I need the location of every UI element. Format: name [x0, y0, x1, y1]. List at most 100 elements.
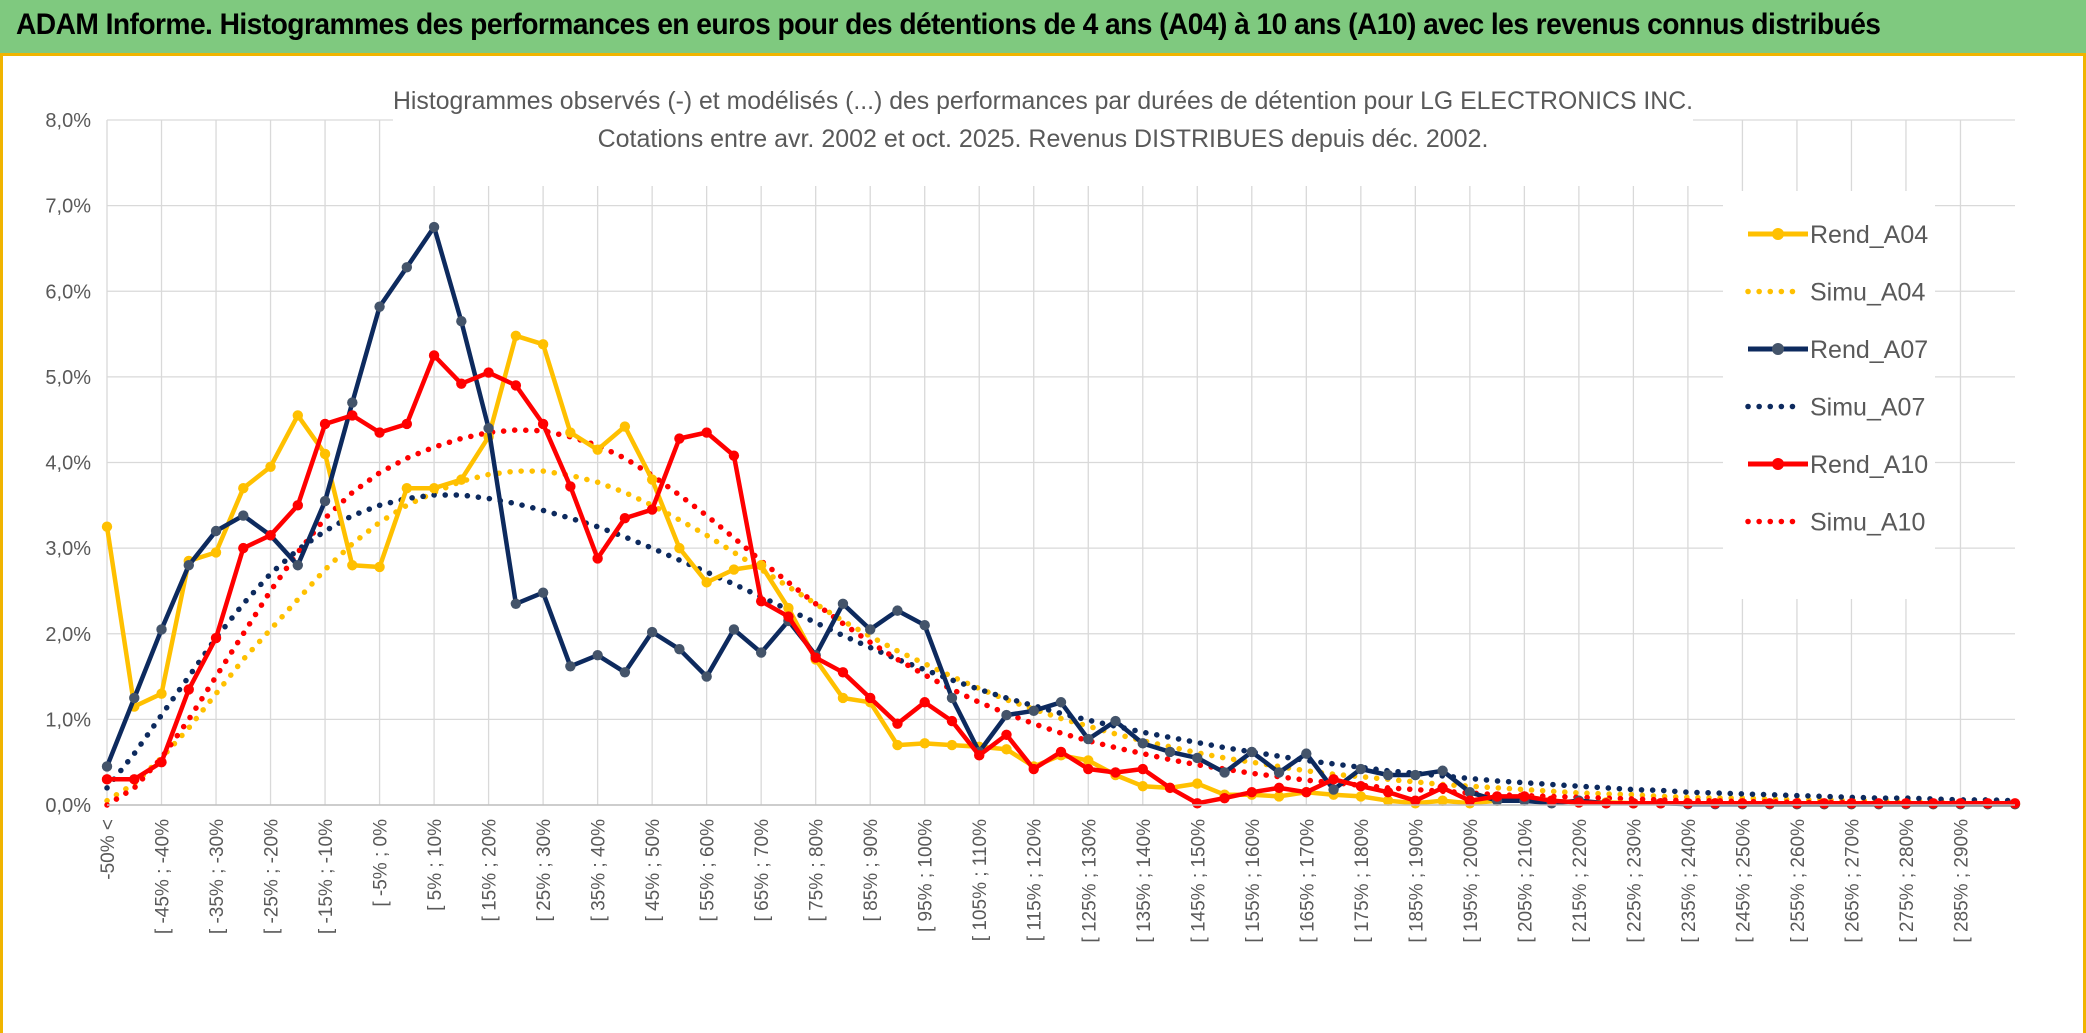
data-point — [1464, 795, 1476, 806]
x-tick-label: [ 185% ; 190% — [1406, 819, 1427, 943]
data-point — [238, 482, 249, 494]
data-point — [292, 500, 303, 511]
data-point — [1273, 767, 1285, 778]
data-point — [728, 564, 740, 575]
data-point — [1192, 778, 1203, 789]
data-point — [1001, 709, 1012, 721]
data-point — [646, 504, 658, 515]
x-tick-label: [ 215% ; 220% — [1570, 819, 1591, 943]
x-tick-label: [ -25% ; -20% — [262, 819, 283, 934]
y-tick-label: 7,0% — [45, 196, 91, 218]
data-point — [728, 450, 740, 461]
data-point — [319, 448, 331, 460]
x-tick-label: [ 15% ; 20% — [480, 819, 501, 922]
y-tick-label: 0,0% — [45, 795, 91, 817]
data-point — [101, 761, 113, 772]
data-point — [1083, 763, 1094, 775]
y-tick-label: 5,0% — [45, 367, 91, 389]
chart-subtitle: Cotations entre avr. 2002 et oct. 2025. … — [598, 125, 1489, 153]
x-tick-label: [ 115% ; 120% — [1025, 819, 1046, 941]
data-point — [1273, 791, 1285, 802]
title-banner: ADAM Informe. Histogrammes des performan… — [0, 0, 2086, 56]
data-point — [456, 378, 467, 389]
data-point — [401, 262, 413, 273]
legend-marker — [1772, 228, 1784, 240]
legend-marker — [1772, 343, 1784, 355]
legend-marker — [1772, 458, 1784, 470]
x-tick-label: [ 125% ; 130% — [1079, 819, 1100, 943]
data-point — [1246, 746, 1258, 758]
series-simu-a07 — [104, 492, 2018, 804]
x-tick-label: [ 175% ; 180% — [1352, 819, 1373, 943]
data-point — [619, 667, 631, 678]
data-point — [1055, 697, 1067, 708]
data-point — [1928, 798, 1939, 809]
data-point — [1900, 798, 1912, 809]
data-point — [1328, 784, 1339, 795]
data-point — [238, 542, 249, 554]
y-tick-label: 4,0% — [45, 453, 91, 475]
data-point — [701, 427, 712, 438]
data-point — [428, 482, 440, 494]
data-point — [674, 643, 685, 655]
data-point — [1519, 791, 1530, 802]
legend-entry: Rend_A10 — [1748, 451, 1928, 479]
data-point — [156, 756, 167, 768]
x-tick-label: [ 45% ; 50% — [643, 819, 664, 922]
data-point — [1192, 752, 1203, 764]
legend-background — [1723, 191, 1935, 599]
x-tick-label: -50% < — [98, 819, 119, 880]
data-point — [292, 560, 303, 571]
data-point — [1164, 746, 1176, 758]
data-point — [810, 652, 821, 663]
y-tick-label: 8,0% — [45, 110, 91, 132]
data-point — [292, 410, 303, 421]
data-point — [401, 482, 413, 494]
x-tick-label: [ 255% ; 260% — [1788, 819, 1809, 943]
data-point — [483, 423, 494, 434]
data-point — [1001, 729, 1012, 740]
data-point — [1682, 798, 1694, 809]
x-tick-label: [ 225% ; 230% — [1624, 819, 1645, 943]
x-tick-label: [ 245% ; 250% — [1733, 819, 1754, 943]
data-point — [565, 427, 576, 438]
data-point — [946, 715, 958, 727]
data-point — [1737, 798, 1748, 809]
y-tick-label: 2,0% — [45, 624, 91, 646]
data-point — [1137, 763, 1148, 775]
data-point — [646, 474, 658, 485]
data-point — [755, 560, 767, 571]
series-line — [104, 492, 2018, 804]
legend: Rend_A04 Simu_A04 Rend_A07 Simu_A07 Rend_A10… — [1723, 191, 1935, 599]
series-line — [104, 427, 2018, 808]
data-point — [728, 624, 740, 635]
data-point — [1001, 744, 1012, 755]
data-point — [510, 380, 522, 391]
data-point — [1192, 798, 1203, 809]
y-tick-label: 1,0% — [45, 709, 91, 731]
data-point — [1355, 763, 1367, 775]
data-point — [156, 624, 167, 635]
data-point — [183, 560, 194, 571]
data-point — [510, 330, 522, 341]
x-tick-label: [ 75% ; 80% — [807, 819, 828, 922]
data-point — [1055, 746, 1067, 758]
x-tick-label: [ 155% ; 160% — [1243, 819, 1264, 943]
data-point — [1791, 798, 1803, 809]
data-point — [265, 461, 276, 472]
data-point — [319, 495, 331, 507]
y-tick-label: 3,0% — [45, 538, 91, 560]
data-point — [1137, 738, 1148, 749]
x-tick-label: [ 55% ; 60% — [698, 819, 719, 922]
data-point — [919, 619, 930, 631]
data-point — [1846, 798, 1857, 809]
data-point — [1273, 782, 1285, 794]
data-point — [674, 433, 685, 444]
data-point — [265, 530, 276, 541]
data-point — [537, 339, 549, 350]
data-point — [619, 512, 631, 524]
data-point — [565, 661, 576, 672]
data-point — [946, 692, 958, 704]
data-point — [1410, 795, 1421, 806]
data-point — [892, 605, 903, 616]
